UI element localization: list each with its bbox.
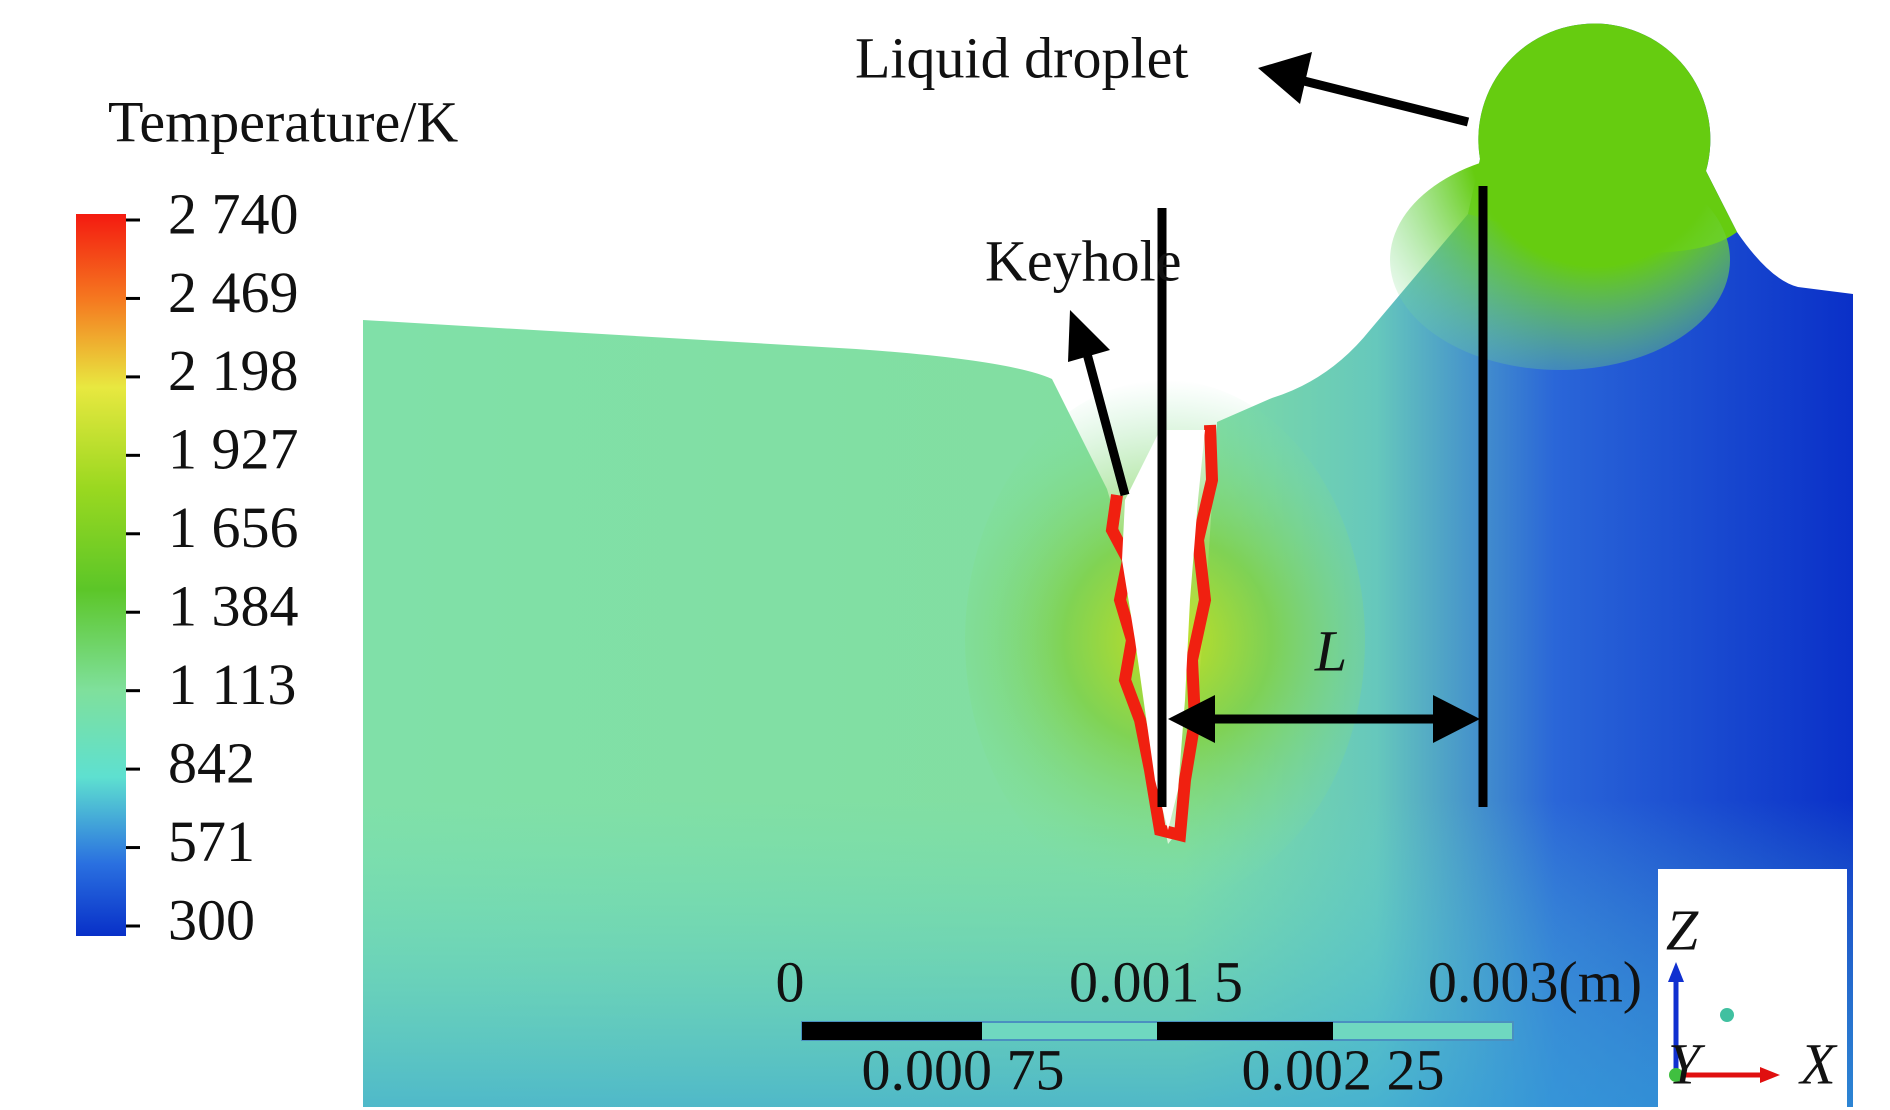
colorbar: Temperature/K 2 740 2 469 2 198 1 927 1 656 1…	[76, 89, 458, 952]
axis-label: X	[1798, 1031, 1838, 1096]
scale-label: 0.001 5	[1069, 949, 1243, 1014]
annotation-lines	[1068, 52, 1488, 807]
scale-label: 0	[776, 949, 805, 1014]
distance-label: L	[1314, 618, 1347, 683]
domain	[363, 23, 1853, 1107]
scale-bar: 0 0.001 5 0.003(m) 0.000 75 0.002 25	[776, 949, 1643, 1102]
keyhole-label: Keyhole	[985, 228, 1182, 293]
tick-label: 2 469	[168, 260, 299, 325]
tick-label: 571	[168, 809, 255, 874]
tick-label: 2 198	[168, 338, 299, 403]
axis-triad: Z Y X	[1666, 897, 1838, 1096]
tick-label: 1 113	[168, 652, 296, 717]
tick-label: 1 927	[168, 417, 299, 482]
scale-label: 0.003(m)	[1428, 949, 1642, 1014]
axes-box	[1658, 869, 1847, 1107]
scale-label: 0.000 75	[862, 1037, 1065, 1102]
tick-label: 300	[168, 887, 255, 952]
droplet-label: Liquid droplet	[855, 25, 1188, 90]
tick-label: 1 656	[168, 495, 299, 560]
tick-label: 842	[168, 730, 255, 795]
legend-title: Temperature/K	[108, 89, 458, 154]
axis-label: Y	[1668, 1031, 1706, 1096]
axis-label: Z	[1666, 897, 1699, 962]
tick-label: 2 740	[168, 181, 299, 246]
tick-label: 1 384	[168, 574, 299, 639]
scale-label: 0.002 25	[1242, 1037, 1445, 1102]
